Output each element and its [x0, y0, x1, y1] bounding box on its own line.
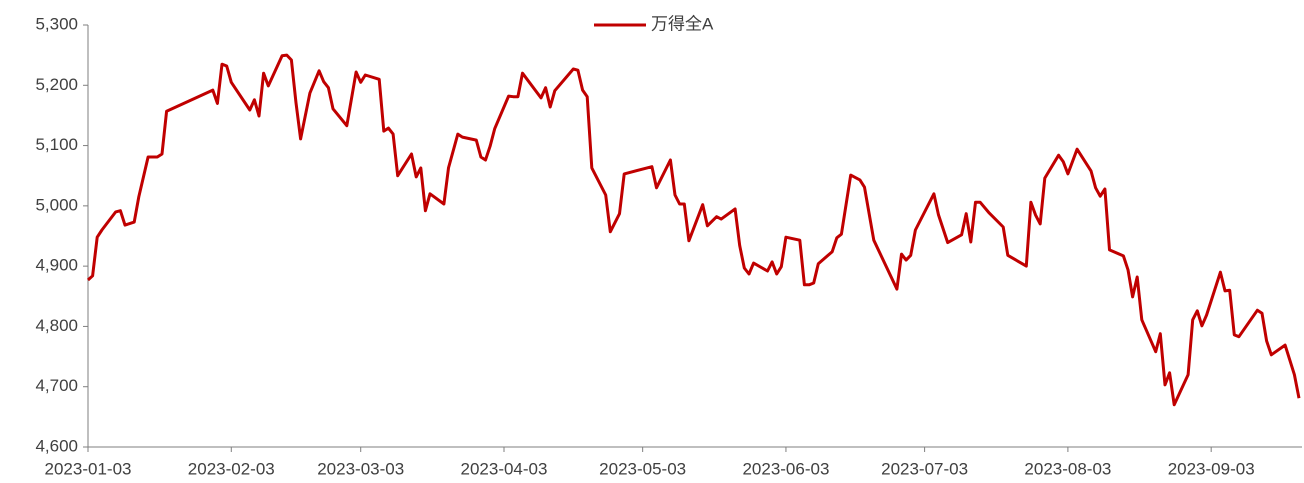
- y-tick-label: 5,200: [35, 75, 78, 94]
- x-tick-label: 2023-06-03: [742, 459, 829, 478]
- y-tick-label: 5,000: [35, 195, 78, 214]
- x-tick-label: 2023-01-03: [45, 459, 132, 478]
- y-tick-label: 5,300: [35, 14, 78, 33]
- y-tick-label: 4,800: [35, 316, 78, 335]
- x-tick-label: 2023-03-03: [317, 459, 404, 478]
- x-tick-label: 2023-09-03: [1168, 459, 1255, 478]
- y-tick-label: 4,600: [35, 436, 78, 455]
- x-tick-label: 2023-04-03: [461, 459, 548, 478]
- x-tick-label: 2023-08-03: [1024, 459, 1111, 478]
- x-tick-label: 2023-05-03: [599, 459, 686, 478]
- legend-label: 万得全A: [651, 14, 714, 33]
- y-tick-label: 4,700: [35, 376, 78, 395]
- series-line: [86, 53, 1301, 407]
- y-tick-label: 5,100: [35, 135, 78, 154]
- x-tick-label: 2023-02-03: [188, 459, 275, 478]
- x-tick-label: 2023-07-03: [881, 459, 968, 478]
- y-tick-label: 4,900: [35, 256, 78, 275]
